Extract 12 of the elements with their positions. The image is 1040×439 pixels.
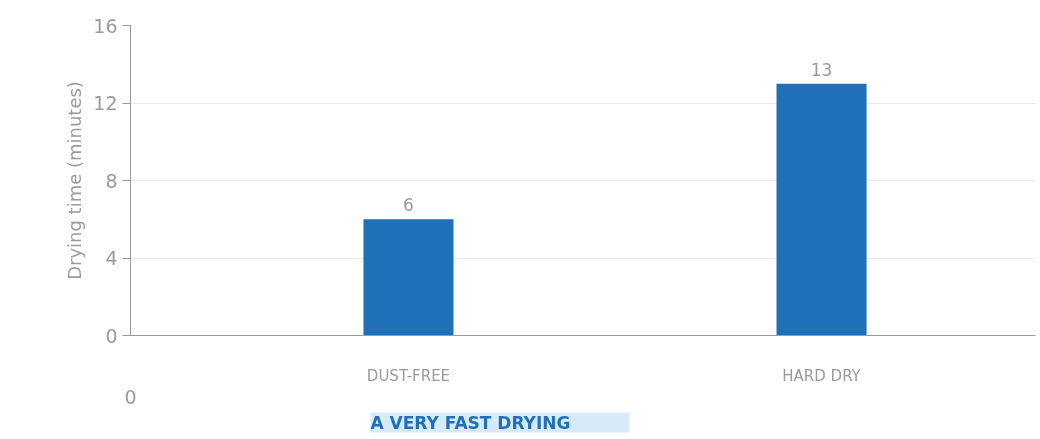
text: 0 [124,385,137,408]
data-label: 13 [810,59,833,80]
x-tick-label: HARD DRY [782,366,862,385]
x-tick-label: DUST-FREE [366,366,451,385]
y-tick-label: 16 [93,14,118,37]
data-label: 6 [403,195,414,216]
y-tick-label: 4 [105,247,118,269]
y-axis-title: Drying time (minutes) [64,81,86,280]
y-tick-label: 8 [105,169,118,192]
text: A VERY FAST DRYING [370,412,571,433]
y-tick-label: 12 [93,92,118,114]
y-tick-label: 0 [105,324,118,347]
